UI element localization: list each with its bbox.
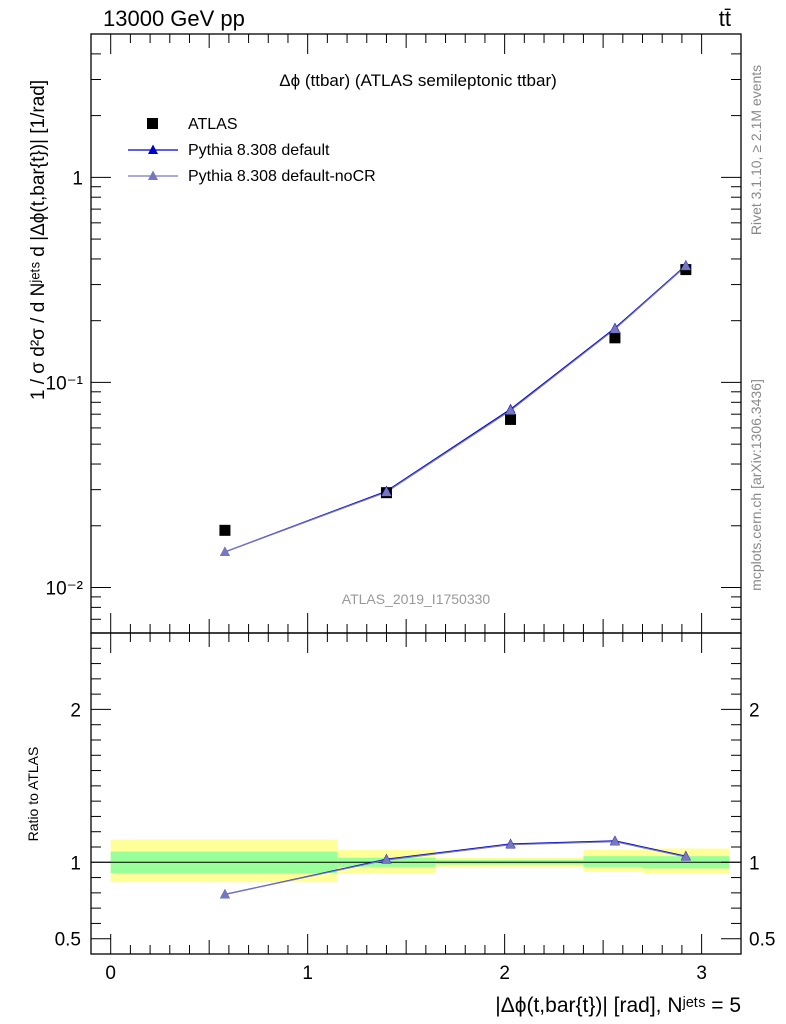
ratio-nocr-point bbox=[505, 839, 516, 849]
ratio-y-tick-label-right: 2 bbox=[749, 700, 760, 721]
rivet-label: Rivet 3.1.10, ≥ 2.1M events bbox=[748, 65, 764, 235]
x-tick-label: 1 bbox=[302, 963, 313, 984]
ratio-y-tick-label-right: 1 bbox=[749, 853, 760, 874]
x-axis-label: |Δϕ(t,bar{t})| [rad], Nʲᵉᵗˢ = 5 bbox=[495, 994, 741, 1017]
legend-atlas-label: ATLAS bbox=[188, 116, 238, 133]
nocr-data-point bbox=[219, 546, 230, 556]
nocr-series-line bbox=[224, 265, 687, 553]
ratio-frame bbox=[90, 632, 742, 955]
main-y-tick-label: 1 bbox=[72, 168, 83, 189]
analysis-label: ATLAS_2019_I1750330 bbox=[342, 591, 491, 607]
legend: ATLAS Pythia 8.308 default Pythia 8.308 … bbox=[128, 116, 376, 185]
default-series-line bbox=[224, 264, 687, 553]
main-y-tick-label: 10⁻¹ bbox=[46, 373, 84, 394]
main-title: Δϕ (ttbar) (ATLAS semileptonic ttbar) bbox=[279, 71, 557, 90]
nocr-data-point bbox=[680, 260, 691, 271]
legend-default-marker bbox=[148, 144, 158, 154]
source-label: mcplots.cern.ch [arXiv:1306.3436] bbox=[748, 379, 764, 591]
ratio-nocr-point bbox=[680, 851, 691, 861]
legend-nocr-label: Pythia 8.308 default-noCR bbox=[188, 168, 376, 185]
ratio-y-tick-label-left: 2 bbox=[70, 700, 81, 721]
ratio-plot-data bbox=[91, 835, 741, 899]
ratio-nocr-point bbox=[609, 836, 620, 846]
ratio-y-tick-label-left: 0.5 bbox=[55, 930, 81, 951]
ratio-nocr-point bbox=[219, 888, 230, 899]
x-tick-label: 2 bbox=[499, 963, 510, 984]
nocr-data-point bbox=[505, 404, 516, 415]
atlas-data-point bbox=[219, 524, 231, 536]
main-y-axis-label: 1 / σ d²σ / d Nʲᵉᵗˢ d |Δϕ(t,bar{t})| [1/… bbox=[28, 80, 49, 400]
legend-nocr-marker bbox=[148, 170, 158, 180]
ratio-nocr-point bbox=[381, 854, 392, 864]
legend-default-label: Pythia 8.308 default bbox=[188, 142, 330, 159]
main-y-tick-label: 10⁻² bbox=[46, 579, 84, 600]
nocr-data-point bbox=[609, 323, 620, 334]
nocr-data-point bbox=[381, 486, 392, 497]
ratio-y-axis-label: Ratio to ATLAS bbox=[25, 747, 41, 842]
ratio-y-tick-label-right: 0.5 bbox=[749, 930, 775, 951]
atlas-data-point bbox=[505, 413, 517, 425]
ratio-y-tick-label-left: 1 bbox=[70, 853, 81, 874]
process-label: 13000 GeV pp bbox=[103, 6, 245, 31]
x-tick-label: 3 bbox=[696, 963, 707, 984]
main-plot-data bbox=[219, 259, 692, 556]
plot-axes: 10⁻² 10⁻¹ 1 0 1 2 3 0.5 0.5 1 1 2 2 bbox=[46, 33, 775, 984]
ratio-green-band bbox=[583, 856, 643, 867]
final-state-label: tt̄ bbox=[719, 6, 731, 31]
atlas-data-point bbox=[609, 332, 621, 344]
legend-atlas-marker bbox=[147, 118, 158, 129]
x-tick-label: 0 bbox=[105, 963, 116, 984]
